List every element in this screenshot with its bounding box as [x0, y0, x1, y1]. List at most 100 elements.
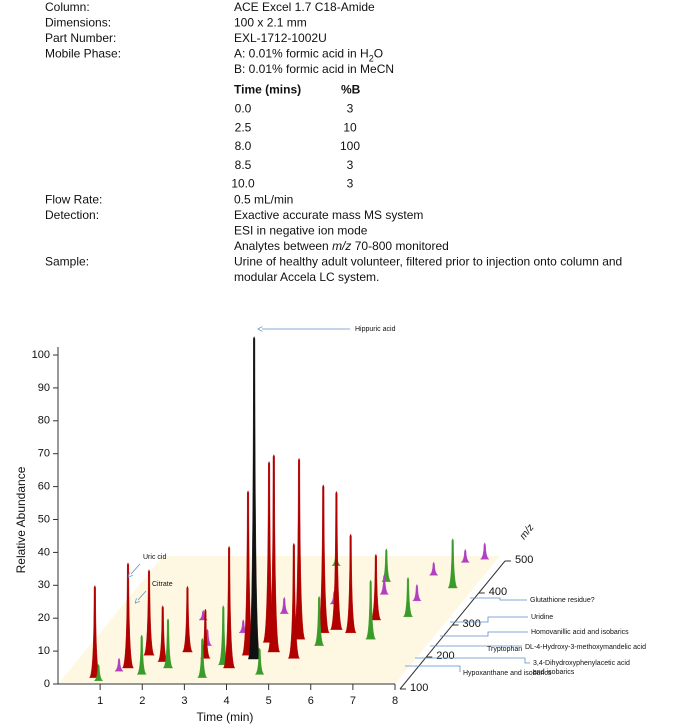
table-cell: 8.5: [235, 158, 252, 172]
text-segment: 70-800 monitored: [351, 239, 448, 253]
table-cell: 0.0: [235, 101, 252, 115]
peak: [314, 595, 324, 646]
annotation: Uric cid: [143, 554, 166, 561]
field-value: Analytes between m/z 70-800 monitored: [234, 239, 449, 253]
annotation: Uridine: [531, 614, 553, 621]
peak: [114, 657, 124, 672]
z-tick-label: 500: [515, 554, 533, 566]
table-header: Time (mins): [234, 83, 301, 97]
peak: [122, 562, 134, 669]
z-axis-title: m/z: [518, 522, 537, 541]
field-label: Sample:: [45, 255, 89, 269]
peak: [279, 596, 290, 614]
annotation: Hippuric acid: [355, 326, 396, 333]
text-segment: Exactive accurate mass MS system: [234, 208, 423, 222]
arrow: [138, 590, 147, 600]
peak: [411, 583, 422, 601]
y-tick-label: 30: [38, 579, 50, 591]
peak: [287, 542, 300, 659]
peak: [136, 634, 148, 675]
z-tick-label: 100: [410, 682, 428, 694]
y-tick-label: 80: [38, 415, 50, 427]
y-tick-label: 0: [44, 678, 50, 690]
field-value: EXL-1712-1002U: [234, 31, 327, 45]
peak: [460, 548, 471, 563]
field-value: ESI in negative ion mode: [234, 224, 368, 238]
text-segment: O: [374, 47, 383, 61]
x-tick-label: 3: [181, 695, 187, 707]
field-label: Detection:: [45, 208, 99, 222]
z-tick-label: 400: [489, 586, 507, 598]
y-tick-label: 10: [38, 645, 50, 657]
text-segment: ESI in negative ion mode: [234, 224, 368, 238]
peak: [402, 576, 414, 617]
arrow: [131, 563, 141, 574]
field-label: Part Number:: [45, 31, 116, 45]
peak: [143, 569, 155, 656]
peak: [370, 553, 382, 621]
x-tick-label: 4: [223, 695, 229, 707]
y-tick-label: 70: [38, 448, 50, 460]
text-segment: ACE Excel 1.7 C18-Amide: [234, 0, 375, 14]
peak: [254, 647, 265, 675]
field-value: B: 0.01% formic acid in MeCN: [234, 62, 394, 76]
table-header: %B: [341, 83, 361, 97]
peak: [182, 585, 193, 653]
field-label: Flow Rate:: [45, 193, 102, 207]
leader-line: [405, 665, 461, 672]
text-segment: 100 x 2.1 mm: [234, 16, 307, 30]
field-value: ACE Excel 1.7 C18-Amide: [234, 0, 375, 14]
peak: [196, 637, 208, 678]
y-tick-label: 20: [38, 612, 50, 624]
field-label: Mobile Phase:: [45, 47, 121, 61]
chromatogram: Relative Abundance Time (min) m/z 0 10 20 3…: [14, 326, 646, 724]
peak: [247, 336, 261, 660]
text-segment: B: 0.01% formic acid in MeCN: [234, 62, 394, 76]
leader-line: [450, 616, 528, 623]
text-segment: Analytes between: [234, 239, 332, 253]
table-cell: 100: [340, 139, 360, 153]
peak: [379, 574, 390, 595]
x-tick-label: 6: [308, 695, 314, 707]
y-tick-label: 50: [38, 513, 50, 525]
annotation: Hypoxanthane and isobarics: [463, 670, 552, 677]
annotation: Glutathione residue?: [530, 597, 595, 604]
text-segment: 0.5 mL/min: [234, 193, 293, 207]
peak: [344, 533, 357, 633]
method-details: Column: ACE Excel 1.7 C18-Amide Dimensions…: [45, 0, 622, 284]
peak: [267, 454, 281, 653]
field-value: Urine of healthy adult volunteer, filter…: [234, 255, 622, 269]
field-label: Column:: [45, 0, 90, 14]
table-cell: 8.0: [235, 139, 252, 153]
text-segment: modular Accela LC system.: [234, 270, 379, 284]
table-cell: 3: [347, 158, 354, 172]
x-tick-label: 8: [392, 695, 398, 707]
peak: [330, 490, 343, 630]
peaks: [89, 336, 490, 681]
text-segment: A: 0.01% formic acid in H: [234, 47, 369, 61]
x-tick-label: 1: [97, 695, 103, 707]
table-cell: 10.0: [231, 177, 255, 191]
text-segment: EXL-1712-1002U: [234, 31, 327, 45]
y-axis-title: Relative Abundance: [14, 466, 28, 573]
peak: [292, 457, 306, 640]
annotation: Homovanillic acid and isobarics: [531, 629, 629, 636]
peak: [93, 663, 104, 681]
peak: [447, 538, 458, 589]
field-value: 0.5 mL/min: [234, 193, 293, 207]
y-tick-label: 40: [38, 546, 50, 558]
leader-line: [470, 597, 527, 601]
text-segment: Urine of healthy adult volunteer, filter…: [234, 255, 622, 269]
field-value: Exactive accurate mass MS system: [234, 208, 423, 222]
field-value: modular Accela LC system.: [234, 270, 379, 284]
x-tick-label: 7: [350, 695, 356, 707]
table-cell: 3: [347, 177, 354, 191]
text-segment: 2: [369, 54, 374, 64]
annotation: Tryptophan: [487, 646, 522, 653]
field-label: Dimensions:: [45, 16, 111, 30]
x-tick-label: 5: [266, 695, 272, 707]
table-cell: 2.5: [235, 120, 252, 134]
peak: [479, 542, 490, 560]
annotation: and isobarics: [533, 669, 575, 676]
